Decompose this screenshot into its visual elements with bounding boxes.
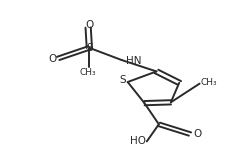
Text: O: O	[48, 54, 56, 64]
Text: O: O	[193, 129, 201, 139]
Text: HN: HN	[127, 56, 142, 66]
Text: S: S	[86, 43, 93, 53]
Text: O: O	[85, 20, 94, 30]
Text: CH₃: CH₃	[80, 68, 96, 77]
Text: HO: HO	[130, 136, 146, 146]
Text: S: S	[119, 75, 126, 85]
Text: CH₃: CH₃	[201, 78, 217, 87]
